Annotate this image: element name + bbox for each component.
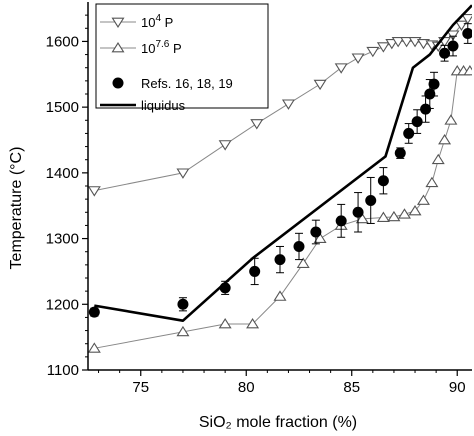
- data-point: [447, 40, 459, 52]
- legend-item: Refs. 16, 18, 19: [112, 76, 233, 91]
- legend-label: Refs. 16, 18, 19: [141, 76, 233, 91]
- legend-marker: [111, 17, 125, 28]
- legend-box: [95, 3, 269, 109]
- data-point: [88, 306, 100, 318]
- data-point: [218, 318, 232, 329]
- data-point: [416, 194, 430, 205]
- data-point: [88, 186, 101, 197]
- data-point: [385, 38, 399, 50]
- data-point: [351, 53, 365, 64]
- x-tick-label: 80: [238, 379, 255, 396]
- data-point: [439, 47, 451, 59]
- data-point: [444, 114, 458, 125]
- data-point: [391, 37, 405, 48]
- axes: 75 80 85 90 1100 1200 1300 1400 1500 1600: [46, 2, 472, 396]
- data-point: [249, 265, 261, 277]
- plot-area: [88, 4, 472, 353]
- data-point: [411, 116, 423, 128]
- data-point: [274, 254, 286, 266]
- data-point: [403, 127, 415, 139]
- series-3: [94, 4, 472, 323]
- data-point: [387, 210, 401, 222]
- data-point: [408, 204, 422, 216]
- data-point: [377, 175, 389, 187]
- data-point: [431, 153, 445, 165]
- legend-marker: [111, 42, 125, 53]
- data-point: [250, 119, 264, 130]
- x-tick-label: 85: [343, 379, 360, 396]
- series-0: [88, 14, 472, 197]
- legend: 104 P 107.6 P Refs. 16, 18, 19 liquidus: [95, 3, 269, 113]
- data-point: [334, 63, 348, 74]
- series-1: [88, 65, 472, 353]
- data-point: [463, 65, 472, 76]
- legend-label: liquidus: [141, 98, 186, 113]
- data-point: [366, 46, 380, 58]
- data-point: [428, 78, 440, 90]
- data-point: [310, 226, 322, 238]
- data-point: [281, 99, 295, 110]
- data-point: [352, 206, 364, 218]
- data-point: [176, 168, 190, 179]
- y-tick-label: 1100: [47, 362, 79, 379]
- y-tick-label: 1400: [46, 165, 79, 182]
- y-tick-label: 1200: [46, 296, 79, 313]
- data-point: [454, 20, 468, 31]
- x-tick-label: 75: [132, 379, 149, 396]
- data-point: [246, 318, 260, 329]
- data-point: [218, 140, 232, 151]
- y-axis-title: Temperature (°C): [8, 147, 25, 270]
- x-axis-title: SiO₂ mole fraction (%): [199, 414, 357, 431]
- y-tick-label: 1500: [46, 99, 79, 116]
- data-point: [365, 194, 377, 206]
- data-point: [461, 14, 472, 25]
- data-point: [293, 240, 305, 252]
- data-point: [416, 38, 430, 50]
- legend-label: 104 P: [141, 13, 173, 30]
- data-point: [296, 257, 310, 268]
- data-point: [313, 232, 327, 243]
- x-tick-label: 90: [449, 379, 466, 396]
- data-point: [313, 79, 327, 91]
- data-point: [273, 290, 287, 301]
- data-point: [376, 42, 390, 53]
- data-point: [397, 208, 411, 219]
- data-point: [400, 37, 414, 48]
- data-point: [394, 147, 406, 159]
- data-point: [462, 28, 472, 40]
- legend-marker: [112, 77, 124, 89]
- data-point: [177, 298, 189, 310]
- data-point: [376, 211, 390, 222]
- data-point: [424, 88, 436, 100]
- data-point: [438, 134, 452, 145]
- data-point: [446, 30, 460, 41]
- legend-item: 104 P: [100, 13, 173, 30]
- legend-item: 107.6 P: [100, 39, 182, 56]
- legend-item: liquidus: [100, 98, 186, 113]
- data-point: [425, 176, 439, 188]
- data-point: [420, 103, 432, 115]
- data-point: [88, 342, 101, 353]
- legend-label: 107.6 P: [141, 39, 182, 56]
- data-point: [335, 215, 347, 227]
- y-tick-label: 1300: [46, 231, 79, 248]
- series-2: [88, 23, 472, 318]
- data-point: [176, 325, 190, 337]
- y-tick-label: 1600: [46, 33, 79, 50]
- liquidus-line: [94, 4, 472, 323]
- data-point: [355, 212, 369, 224]
